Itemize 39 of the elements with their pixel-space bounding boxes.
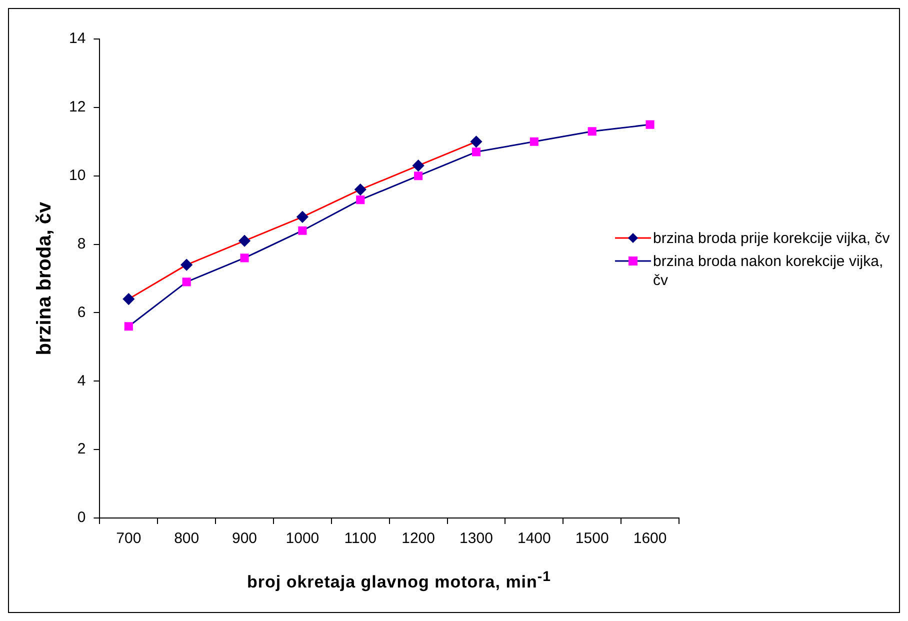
y-tick-label: 8 <box>77 235 86 252</box>
y-tick-label: 10 <box>68 167 86 184</box>
point <box>530 137 538 146</box>
x-tick-label: 1100 <box>344 530 377 548</box>
point <box>470 136 482 148</box>
point <box>354 184 366 196</box>
x-tick-label: 800 <box>174 530 200 548</box>
y-tick-label: 12 <box>68 98 86 116</box>
x-tick-label: 1300 <box>460 530 493 548</box>
point <box>180 259 192 271</box>
x-tick-label: 1600 <box>633 530 667 548</box>
legend-label: brzina broda nakon korekcije vijka, čv <box>653 252 884 290</box>
x-axis-title: broj okretaja glavnog motora, min$^{-1}$ <box>246 569 552 593</box>
point <box>414 172 423 180</box>
x-tick-label: 1000 <box>286 530 320 548</box>
point <box>412 160 424 172</box>
point <box>238 235 250 247</box>
point <box>356 196 365 204</box>
x-tick-label: 1400 <box>517 530 551 548</box>
point <box>588 127 596 136</box>
x-tick-label: 1200 <box>402 530 435 548</box>
x-tick-label: 900 <box>232 530 258 548</box>
y-axis-title: brzina broda, čv <box>34 200 56 356</box>
point <box>124 322 133 331</box>
point <box>296 211 308 223</box>
x-tick-label: 700 <box>116 530 142 548</box>
y-tick-label: 0 <box>77 509 86 526</box>
y-tick-label: 14 <box>68 30 86 48</box>
y-tick-label: 4 <box>77 372 86 390</box>
point <box>122 293 134 305</box>
y-tick-label: 6 <box>77 304 86 321</box>
legend-label: brzina broda prije korekcije vijka, čv <box>653 229 891 248</box>
point <box>298 226 307 235</box>
point <box>646 120 654 129</box>
point <box>182 278 191 286</box>
point <box>240 254 249 262</box>
y-tick-label: 2 <box>77 440 86 458</box>
x-tick-label: 1500 <box>575 530 609 548</box>
point <box>472 148 481 156</box>
